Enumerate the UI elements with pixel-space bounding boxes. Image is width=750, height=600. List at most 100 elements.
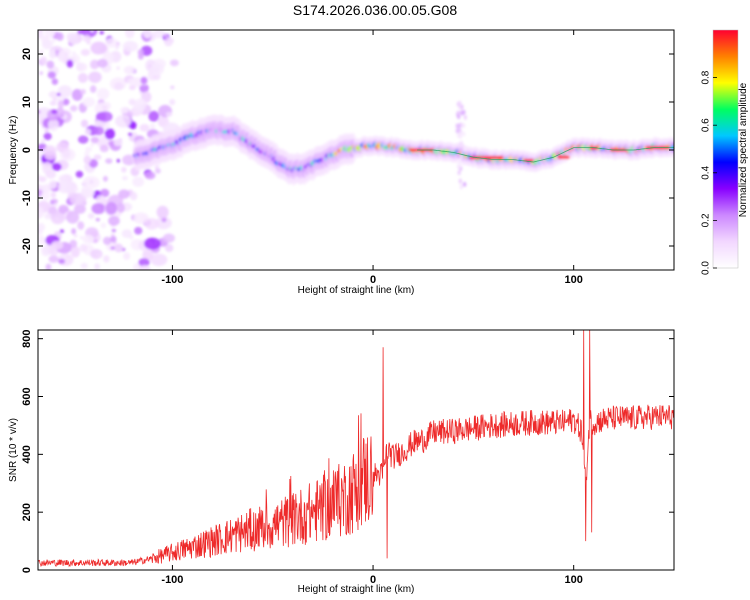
spectrogram-y-tick-label: -10 — [21, 190, 33, 206]
noise-blob — [102, 236, 112, 245]
noise-blob — [140, 45, 153, 56]
noise-blob — [116, 42, 120, 46]
noise-blob — [57, 85, 72, 98]
noise-blob — [155, 168, 161, 174]
noise-blob — [44, 128, 49, 133]
noise-blob — [90, 143, 94, 147]
noise-blob — [48, 91, 58, 98]
noise-blob — [70, 246, 81, 258]
noise-blob — [80, 88, 86, 95]
snr-y-tick-label: 800 — [21, 329, 33, 347]
noise-blob — [131, 132, 137, 137]
noise-blob — [142, 249, 154, 261]
plume-blob — [458, 142, 462, 148]
snr-x-label: Height of straight line (km) — [298, 584, 415, 595]
noise-blob — [142, 30, 153, 39]
noise-blob — [74, 187, 79, 192]
noise-blob — [121, 229, 133, 238]
plume-blob — [461, 131, 466, 137]
noise-blob — [66, 210, 80, 224]
noise-blob — [139, 123, 150, 132]
noise-blob — [95, 217, 100, 222]
noise-blob — [144, 237, 161, 250]
noise-blob — [139, 83, 149, 93]
spectrogram-y-tick-label: 10 — [21, 96, 33, 108]
noise-blob — [156, 205, 169, 219]
noise-blob — [95, 195, 106, 206]
plume-blob — [457, 170, 461, 176]
noise-blob — [134, 226, 143, 235]
noise-blob — [114, 243, 124, 253]
snr-y-tick-label: 400 — [21, 445, 33, 463]
plume-blob — [459, 122, 464, 128]
plume-blob — [457, 124, 461, 130]
noise-blob — [89, 85, 97, 93]
noise-blob — [52, 96, 58, 102]
spectrogram-y-label: Frequency (Hz) — [8, 116, 19, 185]
noise-blob — [89, 59, 100, 70]
noise-blob — [137, 49, 144, 56]
noise-blob — [161, 217, 167, 223]
noise-blob — [110, 246, 115, 250]
noise-blob — [42, 161, 53, 175]
noise-blob — [138, 258, 150, 267]
snr-ticks: -100 0 100 0 200 400 600 800 — [21, 329, 674, 586]
plume-blob — [458, 178, 463, 184]
noise-blob — [139, 265, 151, 270]
noise-blob — [51, 198, 58, 204]
plume-blob — [463, 114, 468, 120]
noise-blob — [80, 48, 91, 56]
noise-blob — [116, 66, 120, 70]
noise-blob — [44, 150, 57, 161]
noise-blob — [169, 39, 174, 43]
noise-blob — [66, 59, 74, 68]
noise-blob — [114, 115, 132, 128]
noise-blob — [164, 244, 174, 253]
noise-blob — [59, 229, 65, 234]
noise-blob — [100, 188, 110, 198]
noise-blob — [140, 76, 148, 85]
noise-blob — [82, 35, 92, 43]
noise-blob — [51, 109, 58, 114]
plume-blob — [462, 181, 467, 187]
noise-blob — [56, 32, 64, 41]
snr-y-label: SNR (10 * v/v) — [8, 418, 19, 482]
noise-blob — [90, 41, 107, 55]
noise-blob — [94, 263, 100, 270]
snr-x-tick-label: 0 — [370, 574, 376, 586]
noise-blob — [50, 191, 57, 199]
noise-blob — [39, 49, 44, 55]
plume-blob — [456, 153, 461, 159]
noise-blob — [81, 30, 98, 38]
noise-blob — [73, 204, 86, 214]
noise-blob — [69, 35, 79, 45]
noise-blob — [87, 213, 95, 219]
snr-y-tick-label: 200 — [21, 503, 33, 521]
noise-blob — [41, 35, 50, 46]
spectrogram-blobs — [38, 30, 674, 270]
noise-blob — [155, 216, 172, 230]
noise-blob — [58, 258, 66, 264]
noise-blob — [121, 166, 127, 173]
noise-blob — [97, 58, 108, 68]
colorbar: 0.0 0.2 0.4 0.6 0.8 Normalized spectral ampl… — [701, 29, 749, 275]
snr-frame — [37, 329, 675, 571]
spectrogram-x-tick-label: -100 — [161, 274, 183, 286]
noise-blob — [76, 62, 88, 72]
noise-blob — [77, 135, 89, 144]
noise-blob — [38, 30, 44, 39]
noise-blob — [90, 30, 94, 33]
noise-blob — [103, 255, 110, 263]
noise-blob — [117, 203, 125, 213]
noise-blob — [93, 154, 102, 161]
noise-blob — [123, 252, 131, 261]
noise-blob — [163, 33, 168, 38]
noise-blob — [128, 98, 136, 106]
plume-blob — [459, 147, 464, 153]
snr-y-tick-label: 0 — [21, 567, 33, 573]
noise-blob — [57, 180, 72, 194]
plume-blob — [458, 134, 463, 140]
colorbar-gradient — [713, 30, 738, 268]
